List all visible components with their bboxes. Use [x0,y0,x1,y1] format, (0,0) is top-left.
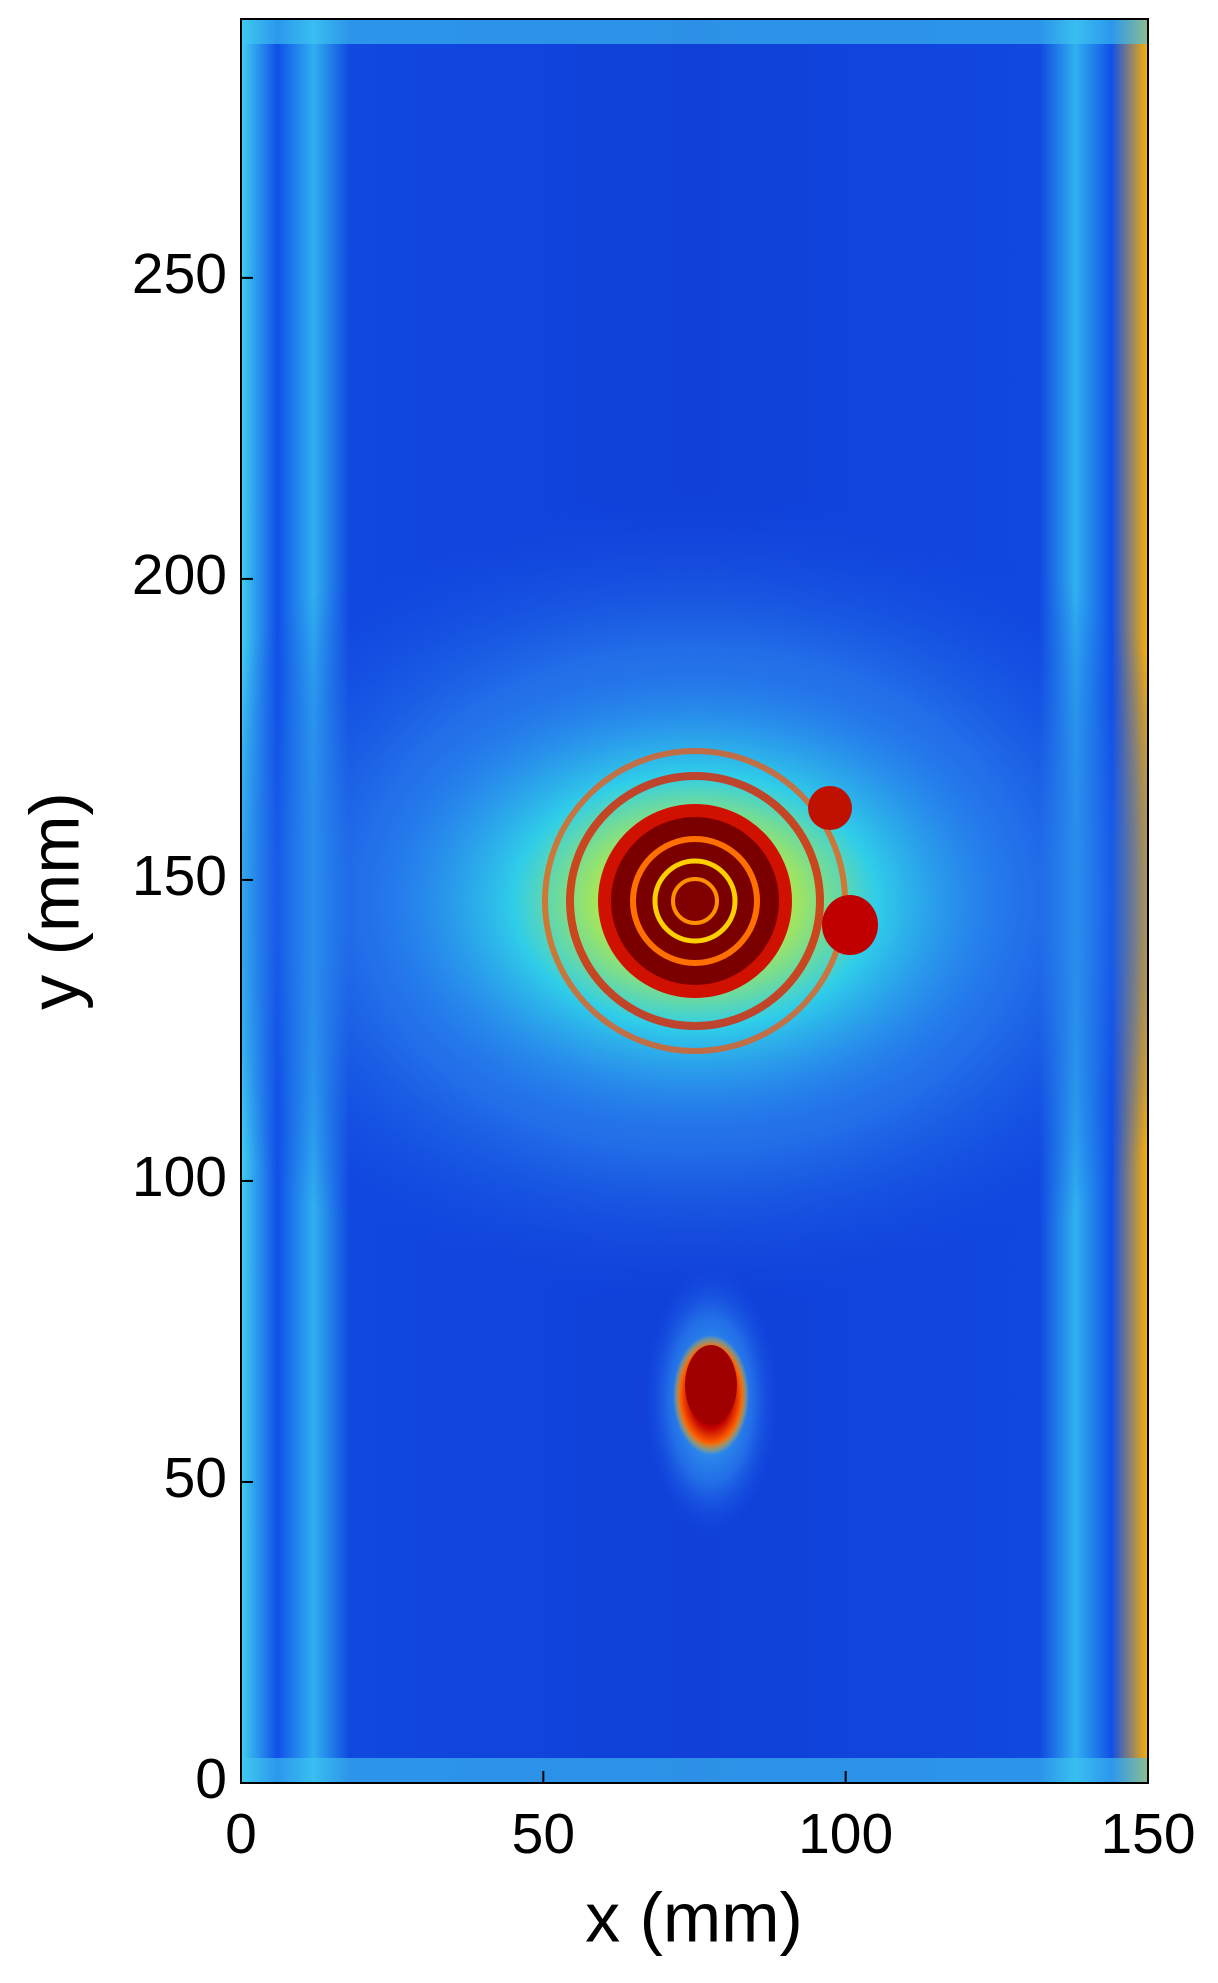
y-tick-label: 100 [132,1145,227,1209]
x-tick-label: 100 [798,1802,893,1866]
y-tick-label: 0 [195,1747,227,1811]
x-tick-label: 0 [225,1802,257,1866]
x-tick-label: 50 [512,1802,575,1866]
y-tick-label: 150 [132,844,227,908]
axes: 0 50 100 150 0 50 100 150 200 250 [132,242,1196,1866]
y-tick-label: 50 [164,1446,227,1510]
heatmap-image [241,19,1148,1783]
y-axis-title: y (mm) [15,792,93,1010]
x-axis-title: x (mm) [585,1878,803,1956]
y-tick-label: 200 [132,543,227,607]
plot-frame [240,18,1149,1784]
x-tick-label: 150 [1100,1802,1195,1866]
y-tick-label: 250 [132,242,227,306]
